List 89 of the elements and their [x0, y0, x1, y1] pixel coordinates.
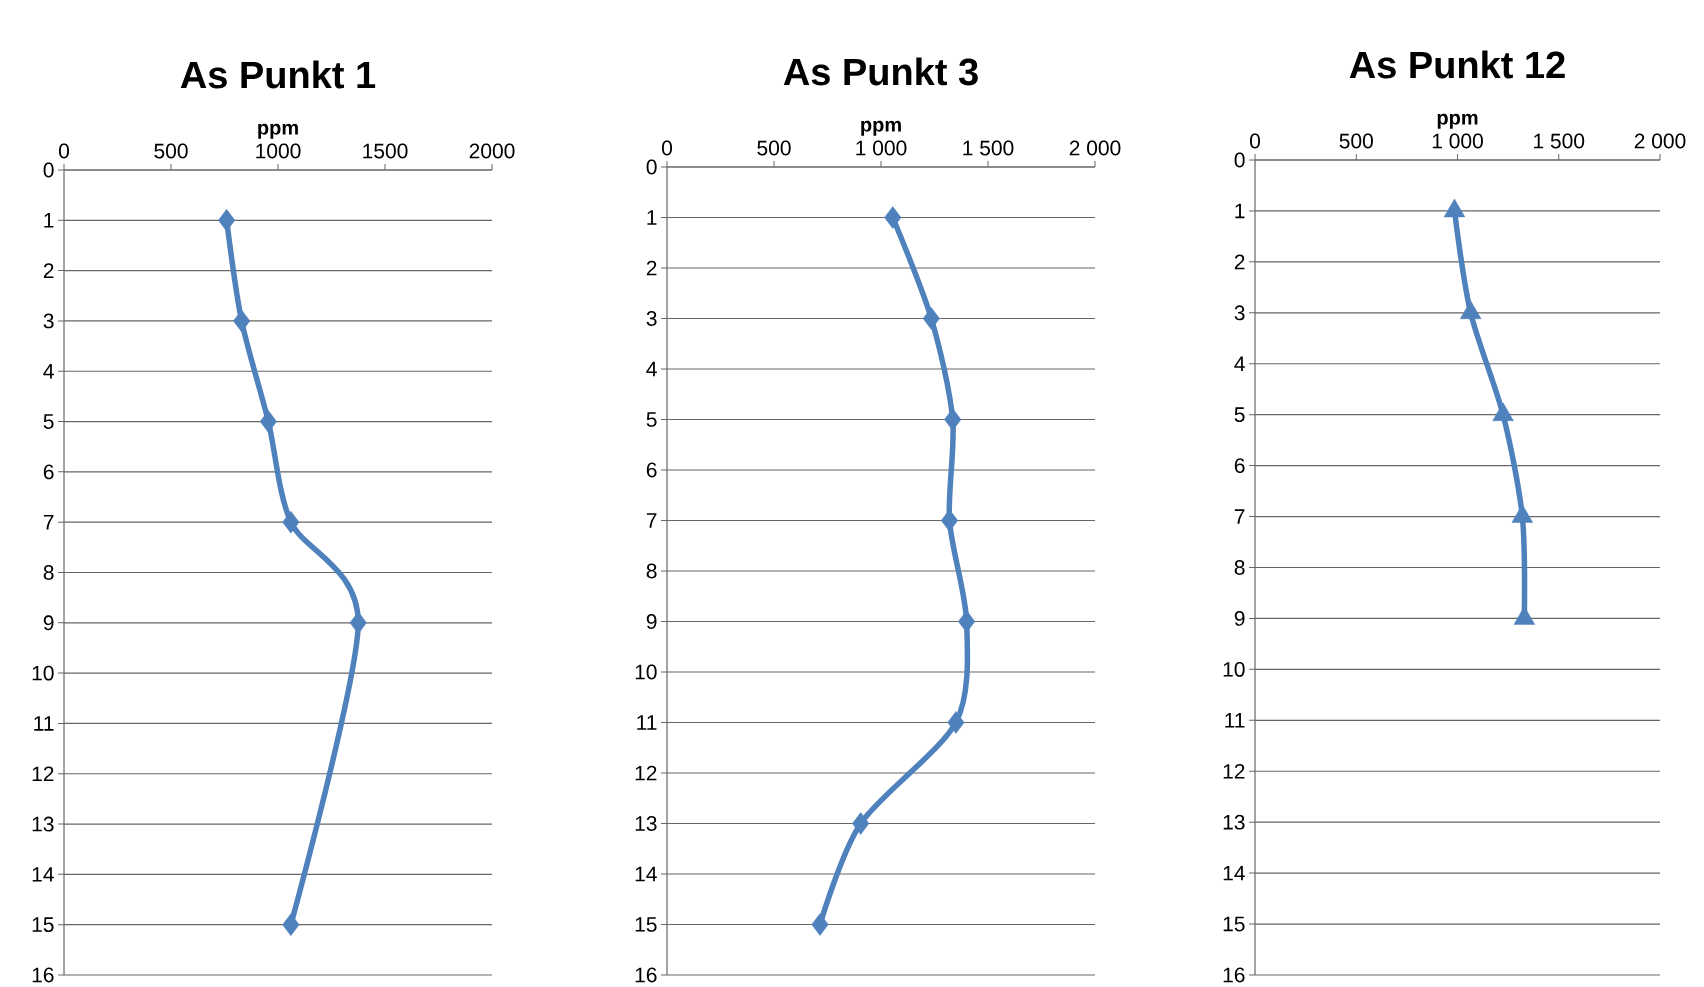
- point: [218, 209, 236, 232]
- point: [259, 410, 277, 433]
- y-tick-label: 3: [43, 313, 54, 329]
- y-tick-label: 5: [43, 414, 54, 429]
- point: [1443, 198, 1466, 218]
- y-tick-label: 8: [1234, 560, 1245, 575]
- y-tick-label: 6: [646, 462, 657, 478]
- x-tick-label: 1 500: [1534, 133, 1585, 149]
- y-tick-label: 13: [1223, 814, 1245, 830]
- point: [922, 307, 940, 330]
- y-tick-label: 7: [1234, 509, 1245, 524]
- chart-title: As Punkt 3: [783, 57, 978, 86]
- y-tick-label: 8: [43, 565, 54, 580]
- y-tick-label: 5: [646, 412, 657, 427]
- y-tick-label: 9: [1234, 611, 1245, 626]
- y-tick-label: 6: [1234, 458, 1245, 474]
- y-tick-label: 11: [637, 715, 657, 730]
- y-tick-label: 3: [1234, 305, 1245, 321]
- y-tick-label: 13: [32, 816, 54, 832]
- x-tick-label: 0: [58, 143, 70, 159]
- y-tick-label: 1: [647, 210, 657, 225]
- y-tick-label: 11: [1225, 713, 1245, 728]
- y-tick-label: 9: [43, 615, 54, 631]
- x-tick-label: 500: [1339, 133, 1373, 149]
- x-tick-label: 0: [661, 140, 673, 156]
- y-tick-label: 6: [43, 464, 54, 480]
- y-tick-label: 16: [1223, 967, 1245, 983]
- y-tick-label: 0: [43, 162, 54, 178]
- y-tick-label: 10: [635, 664, 657, 680]
- y-tick-label: 1: [44, 213, 54, 228]
- y-tick-label: 15: [32, 917, 54, 933]
- point: [1511, 504, 1533, 523]
- x-tick-label: 0: [1249, 133, 1261, 149]
- y-tick-label: 2: [646, 260, 657, 276]
- point: [947, 711, 965, 734]
- y-tick-label: 16: [32, 967, 54, 983]
- point: [1492, 402, 1514, 421]
- y-tick-label: 10: [32, 665, 54, 681]
- point: [940, 509, 958, 532]
- y-tick-label: 7: [646, 513, 657, 528]
- point: [233, 309, 251, 333]
- point: [884, 206, 902, 229]
- point: [811, 913, 829, 936]
- x-axis-title: ppm: [258, 123, 298, 139]
- x-tick-label: 1 000: [1432, 133, 1483, 149]
- point: [349, 611, 367, 635]
- y-tick-label: 12: [635, 765, 657, 781]
- y-tick-label: 16: [635, 967, 657, 983]
- x-tick-label: 1000: [256, 143, 301, 159]
- y-tick-label: 12: [32, 766, 54, 782]
- y-tick-label: 0: [646, 159, 657, 175]
- point: [1460, 300, 1482, 320]
- x-tick-label: 2 000: [1634, 133, 1686, 149]
- point: [958, 610, 976, 633]
- x-tick-label: 1500: [363, 143, 408, 159]
- y-tick-label: 14: [635, 866, 657, 882]
- y-tick-label: 1: [1235, 203, 1245, 219]
- y-tick-label: 5: [1234, 407, 1245, 423]
- chart-title: As Punkt 1: [180, 60, 376, 89]
- y-tick-label: 2: [43, 263, 54, 278]
- y-tick-label: 3: [646, 311, 657, 326]
- x-tick-label: 2 000: [1069, 140, 1121, 156]
- x-tick-label: 2000: [469, 143, 515, 159]
- y-tick-label: 2: [1234, 254, 1245, 270]
- y-tick-label: 14: [1223, 865, 1245, 881]
- x-tick-label: 500: [154, 143, 188, 159]
- point: [944, 408, 962, 431]
- y-tick-label: 9: [646, 614, 657, 629]
- point: [282, 913, 300, 936]
- y-tick-label: 10: [1223, 661, 1245, 677]
- point: [282, 510, 300, 534]
- y-tick-label: 4: [43, 364, 54, 379]
- y-tick-label: 4: [1234, 356, 1245, 371]
- y-tick-label: 11: [34, 716, 54, 731]
- x-axis-title: ppm: [861, 120, 901, 136]
- y-tick-label: 15: [635, 917, 657, 932]
- y-tick-label: 7: [43, 514, 54, 530]
- y-tick-label: 13: [635, 816, 657, 831]
- y-tick-label: 12: [1223, 763, 1245, 779]
- point: [852, 812, 870, 835]
- y-tick-label: 4: [646, 361, 657, 377]
- chart-title: As Punkt 12: [1349, 50, 1565, 79]
- y-tick-label: 15: [1223, 916, 1245, 932]
- x-tick-label: 1 000: [856, 140, 907, 156]
- x-tick-label: 500: [757, 140, 791, 156]
- y-tick-label: 14: [32, 867, 54, 882]
- x-axis-title: ppm: [1437, 113, 1478, 129]
- y-tick-label: 8: [646, 563, 657, 579]
- x-tick-label: 1 500: [963, 140, 1014, 156]
